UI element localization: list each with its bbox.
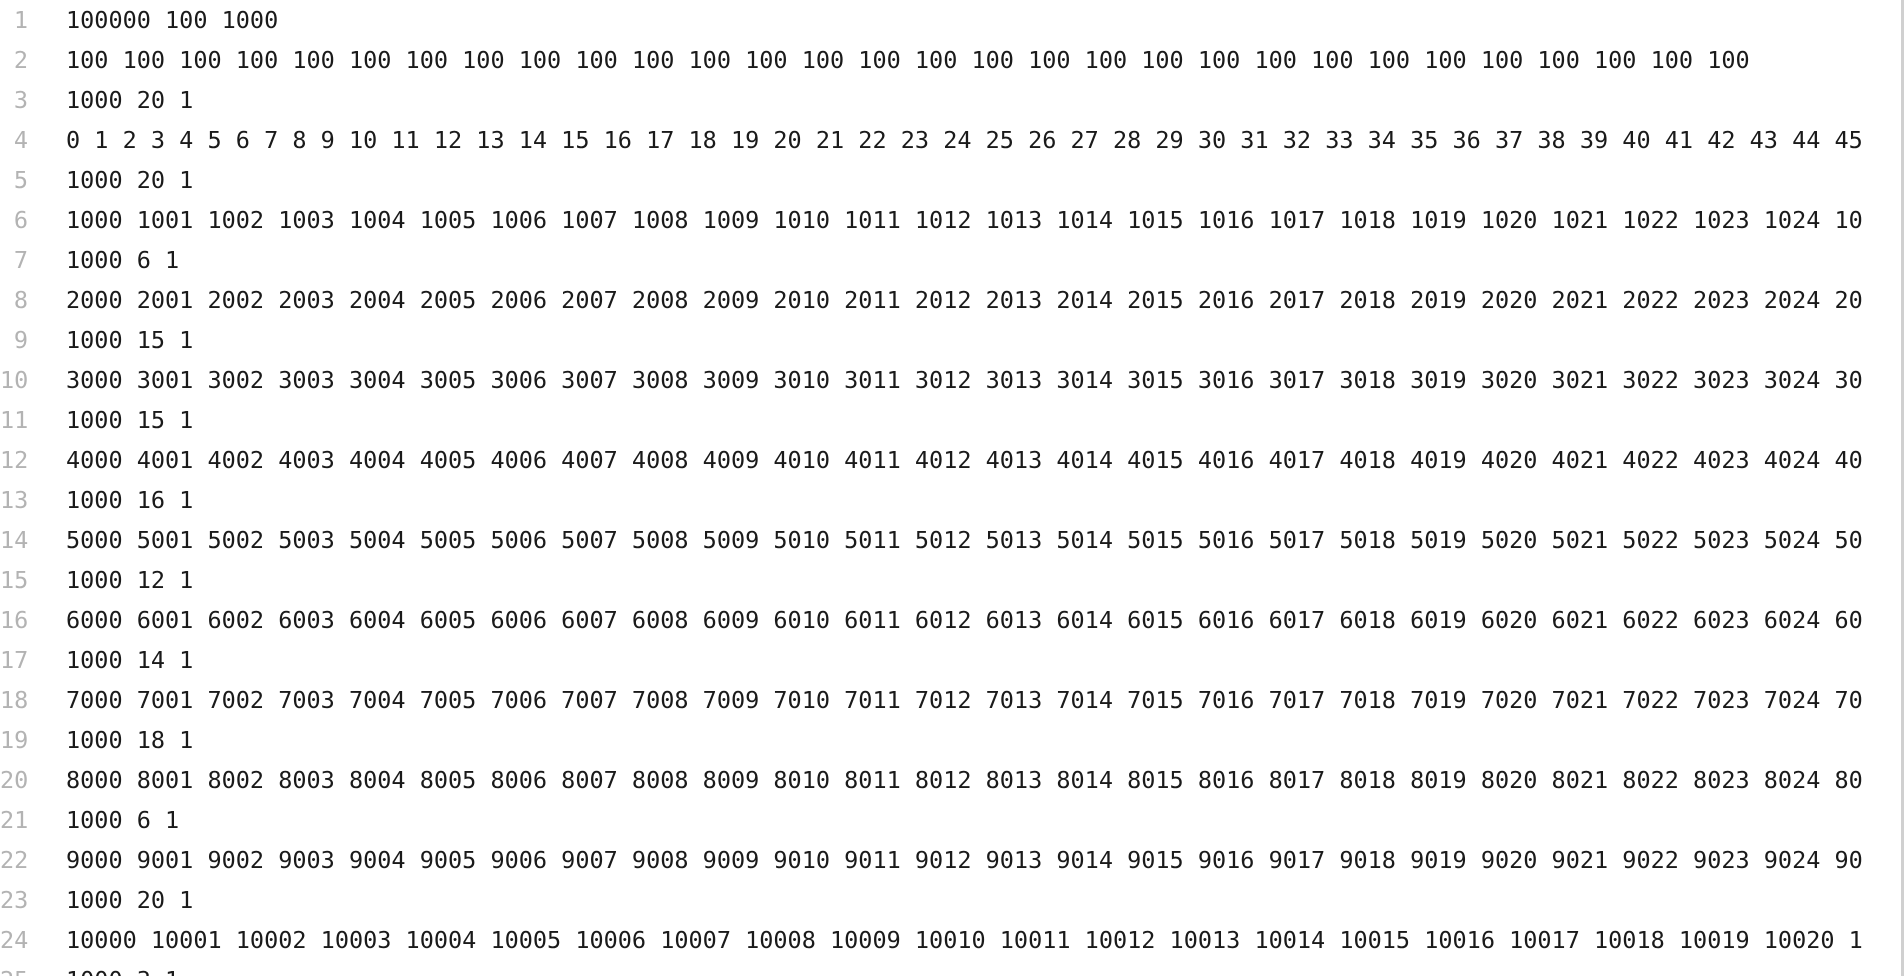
editor-line[interactable]: 22 9000 9001 9002 9003 9004 9005 9006 900… xyxy=(0,840,1904,880)
editor-line[interactable]: 25 1000 3 1 xyxy=(0,960,1904,976)
line-text[interactable]: 1000 15 1 xyxy=(66,326,194,354)
line-text[interactable]: 100 100 100 100 100 100 100 100 100 100 … xyxy=(66,46,1750,74)
editor-line[interactable]: 6 1000 1001 1002 1003 1004 1005 1006 1007… xyxy=(0,200,1904,240)
line-number: 2 xyxy=(13,46,28,74)
line-text[interactable]: 1000 3 1 xyxy=(66,960,1904,976)
editor-line[interactable]: 12 4000 4001 4002 4003 4004 4005 4006 400… xyxy=(0,440,1904,480)
editor-line[interactable]: 11 1000 15 1 xyxy=(0,400,1904,440)
line-text[interactable]: 3000 3001 3002 3003 3004 3005 3006 3007 … xyxy=(66,366,1863,394)
line-number: 12 xyxy=(0,446,29,474)
line-number: 7 xyxy=(13,246,28,274)
line-number: 1 xyxy=(13,6,28,34)
line-text[interactable]: 100000 100 1000 xyxy=(66,6,279,34)
vertical-scrollbar[interactable] xyxy=(1901,0,1904,976)
editor-line[interactable]: 9 1000 15 1 xyxy=(0,320,1904,360)
editor-line[interactable]: 18 7000 7001 7002 7003 7004 7005 7006 700… xyxy=(0,680,1904,720)
line-text[interactable]: 9000 9001 9002 9003 9004 9005 9006 9007 … xyxy=(66,846,1863,874)
editor-line[interactable]: 4 0 1 2 3 4 5 6 7 8 9 10 11 12 13 14 15 1… xyxy=(0,120,1904,160)
line-number: 3 xyxy=(13,86,28,114)
editor-line[interactable]: 8 2000 2001 2002 2003 2004 2005 2006 2007… xyxy=(0,280,1904,320)
line-number: 13 xyxy=(0,486,29,514)
line-text[interactable]: 8000 8001 8002 8003 8004 8005 8006 8007 … xyxy=(66,766,1863,794)
line-text[interactable]: 5000 5001 5002 5003 5004 5005 5006 5007 … xyxy=(66,526,1863,554)
line-text[interactable]: 1000 20 1 xyxy=(66,86,194,114)
editor-line[interactable]: 23 1000 20 1 xyxy=(0,880,1904,920)
line-number: 18 xyxy=(0,686,29,714)
line-number: 5 xyxy=(13,166,28,194)
line-text[interactable]: 1000 6 1 xyxy=(66,246,180,274)
line-text[interactable]: 6000 6001 6002 6003 6004 6005 6006 6007 … xyxy=(66,606,1863,634)
line-text[interactable]: 1000 1001 1002 1003 1004 1005 1006 1007 … xyxy=(66,206,1863,234)
line-text[interactable]: 1000 15 1 xyxy=(66,406,194,434)
editor-line[interactable]: 20 8000 8001 8002 8003 8004 8005 8006 800… xyxy=(0,760,1904,800)
editor-line[interactable]: 17 1000 14 1 xyxy=(0,640,1904,680)
line-text[interactable]: 1000 6 1 xyxy=(66,806,180,834)
editor-line[interactable]: 15 1000 12 1 xyxy=(0,560,1904,600)
line-text[interactable]: 1000 20 1 xyxy=(66,886,194,914)
line-number: 11 xyxy=(0,406,29,434)
editor-line[interactable]: 13 1000 16 1 xyxy=(0,480,1904,520)
line-number: 24 xyxy=(0,926,29,954)
line-number: 22 xyxy=(0,846,29,874)
line-number: 14 xyxy=(0,526,29,554)
line-number: 19 xyxy=(0,726,29,754)
editor-line[interactable]: 1 100000 100 1000 xyxy=(0,0,1904,40)
line-number: 6 xyxy=(13,206,28,234)
line-text[interactable]: 1000 12 1 xyxy=(66,566,194,594)
line-number: 15 xyxy=(0,566,29,594)
line-number: 21 xyxy=(0,806,29,834)
line-text[interactable]: 1000 18 1 xyxy=(66,726,194,754)
editor-line[interactable]: 21 1000 6 1 xyxy=(0,800,1904,840)
line-number: 10 xyxy=(0,366,29,394)
editor-line[interactable]: 19 1000 18 1 xyxy=(0,720,1904,760)
line-text[interactable]: 4000 4001 4002 4003 4004 4005 4006 4007 … xyxy=(66,446,1863,474)
line-text[interactable]: 1000 20 1 xyxy=(66,166,194,194)
editor-line[interactable]: 16 6000 6001 6002 6003 6004 6005 6006 600… xyxy=(0,600,1904,640)
line-text[interactable]: 0 1 2 3 4 5 6 7 8 9 10 11 12 13 14 15 16… xyxy=(66,126,1863,154)
line-number: 25 xyxy=(0,960,28,976)
editor-line[interactable]: 5 1000 20 1 xyxy=(0,160,1904,200)
editor-line[interactable]: 2 100 100 100 100 100 100 100 100 100 100… xyxy=(0,40,1904,80)
line-number: 17 xyxy=(0,646,29,674)
line-number: 9 xyxy=(13,326,28,354)
editor-line[interactable]: 7 1000 6 1 xyxy=(0,240,1904,280)
editor-line[interactable]: 3 1000 20 1 xyxy=(0,80,1904,120)
line-number: 23 xyxy=(0,886,29,914)
line-number: 16 xyxy=(0,606,29,634)
line-text[interactable]: 7000 7001 7002 7003 7004 7005 7006 7007 … xyxy=(66,686,1863,714)
line-text[interactable]: 1000 14 1 xyxy=(66,646,194,674)
line-text[interactable]: 1000 16 1 xyxy=(66,486,194,514)
line-number: 20 xyxy=(0,766,29,794)
line-text[interactable]: 2000 2001 2002 2003 2004 2005 2006 2007 … xyxy=(66,286,1863,314)
editor-line[interactable]: 10 3000 3001 3002 3003 3004 3005 3006 300… xyxy=(0,360,1904,400)
editor-line[interactable]: 14 5000 5001 5002 5003 5004 5005 5006 500… xyxy=(0,520,1904,560)
line-text[interactable]: 10000 10001 10002 10003 10004 10005 1000… xyxy=(66,926,1863,954)
line-number: 4 xyxy=(13,126,28,154)
line-number: 8 xyxy=(13,286,28,314)
editor-line[interactable]: 24 10000 10001 10002 10003 10004 10005 10… xyxy=(0,920,1904,960)
